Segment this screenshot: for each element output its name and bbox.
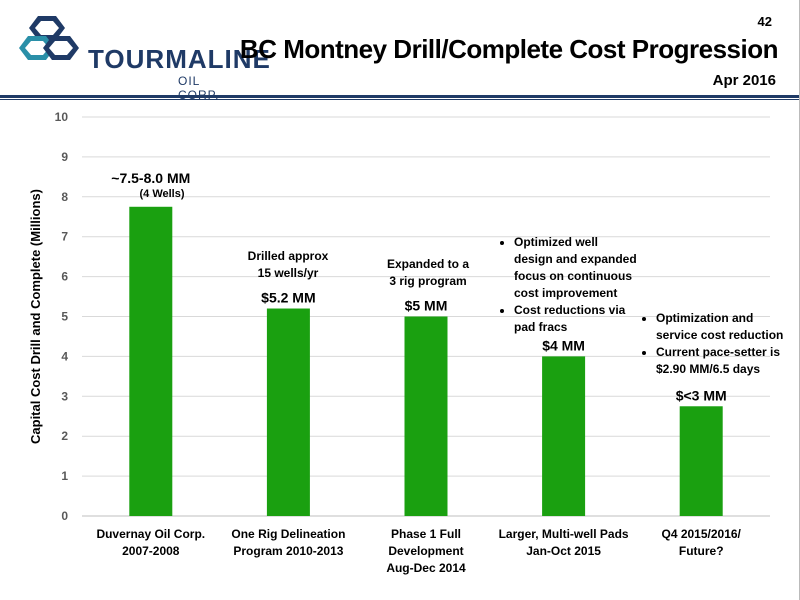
y-tick-label: 4	[61, 349, 68, 363]
x-category-label: Aug-Dec 2014	[386, 561, 466, 575]
bar2-note-line: Drilled approx	[247, 249, 329, 263]
bar	[129, 206, 173, 516]
x-category-label: Phase 1 Full	[391, 527, 461, 541]
x-category-label: Larger, Multi-well Pads	[499, 527, 629, 541]
bar-value-label: $<3 MM	[676, 387, 727, 403]
bar5-bullets: Optimization and service cost reduction …	[642, 310, 792, 378]
bar	[542, 356, 586, 516]
bullet-line: Optimized well	[514, 235, 599, 249]
bar5-bullet: Optimization and service cost reduction	[656, 310, 792, 344]
bullet-line: design and expanded	[514, 252, 637, 266]
x-category-label: Development	[388, 544, 463, 558]
x-category-label: Program 2010-2013	[233, 544, 343, 558]
y-tick-label: 2	[61, 429, 68, 443]
y-tick-label: 3	[61, 389, 68, 403]
x-category-label: Q4 2015/2016/	[661, 527, 741, 541]
bullet-line: pad fracs	[514, 320, 568, 334]
bullet-line: Optimization and	[656, 311, 754, 325]
x-category-label: Jan-Oct 2015	[526, 544, 601, 558]
bullet-line: cost improvement	[514, 286, 618, 300]
x-category-label: Future?	[679, 544, 724, 558]
bar	[679, 406, 723, 516]
bar4-bullets: Optimized well design and expanded focus…	[500, 234, 650, 336]
y-tick-label: 0	[61, 509, 68, 523]
y-tick-label: 6	[61, 270, 68, 284]
bar1-note: (4 Wells)	[139, 188, 185, 200]
bar-value-label: $5.2 MM	[261, 290, 315, 306]
bar5-bullet: Current pace-setter is $2.90 MM/6.5 days	[656, 344, 792, 378]
y-tick-label: 1	[61, 469, 68, 483]
header-rule-thin	[0, 99, 800, 100]
y-tick-label: 5	[61, 310, 68, 324]
y-axis-label: Capital Cost Drill and Complete (Million…	[28, 189, 43, 444]
bar4-bullet: Optimized well design and expanded focus…	[514, 234, 650, 302]
bar	[266, 308, 310, 516]
bar3-note-line: Expanded to a	[386, 257, 469, 271]
y-tick-label: 10	[55, 110, 69, 124]
page-number: 42	[757, 14, 772, 29]
bar2-note-line: 15 wells/yr	[257, 266, 319, 280]
bar-value-label: $4 MM	[542, 337, 585, 353]
bar4-bullet: Cost reductions via pad fracs	[514, 302, 650, 336]
x-category-label: 2007-2008	[122, 544, 180, 558]
page-title: BC Montney Drill/Complete Cost Progressi…	[239, 34, 779, 64]
bar-value-label: ~7.5-8.0 MM	[111, 170, 190, 186]
bar2-note: Drilled approx 15 wells/yr	[228, 248, 348, 282]
bar	[404, 316, 448, 516]
bullet-line: focus on continuous	[514, 269, 632, 283]
y-tick-label: 8	[61, 190, 68, 204]
bullet-line: Current pace-setter is	[656, 345, 781, 359]
y-tick-label: 9	[61, 150, 68, 164]
y-tick-label: 7	[61, 230, 68, 244]
bullet-line: service cost reduction	[656, 328, 784, 342]
x-category-label: Duvernay Oil Corp.	[96, 527, 205, 541]
header-rule	[0, 95, 800, 98]
bullet-line: Cost reductions via	[514, 303, 626, 317]
bullet-line: $2.90 MM/6.5 days	[656, 362, 761, 376]
tourmaline-logo: TOURMALINE OIL CORP.	[18, 14, 270, 102]
x-category-label: One Rig Delineation	[231, 527, 345, 541]
bar3-note: Expanded to a 3 rig program	[368, 256, 488, 290]
page-subtitle: Apr 2016	[712, 72, 776, 89]
logo-wordmark: TOURMALINE	[88, 44, 271, 74]
logo-hexagon-icon	[19, 16, 79, 60]
bar-value-label: $5 MM	[405, 298, 448, 314]
bar3-note-line: 3 rig program	[389, 274, 467, 288]
cost-bar-chart: 0 1 2 3 4 5 6 7 8 9 10 Capital Cost Drill and Compl…	[28, 110, 770, 575]
